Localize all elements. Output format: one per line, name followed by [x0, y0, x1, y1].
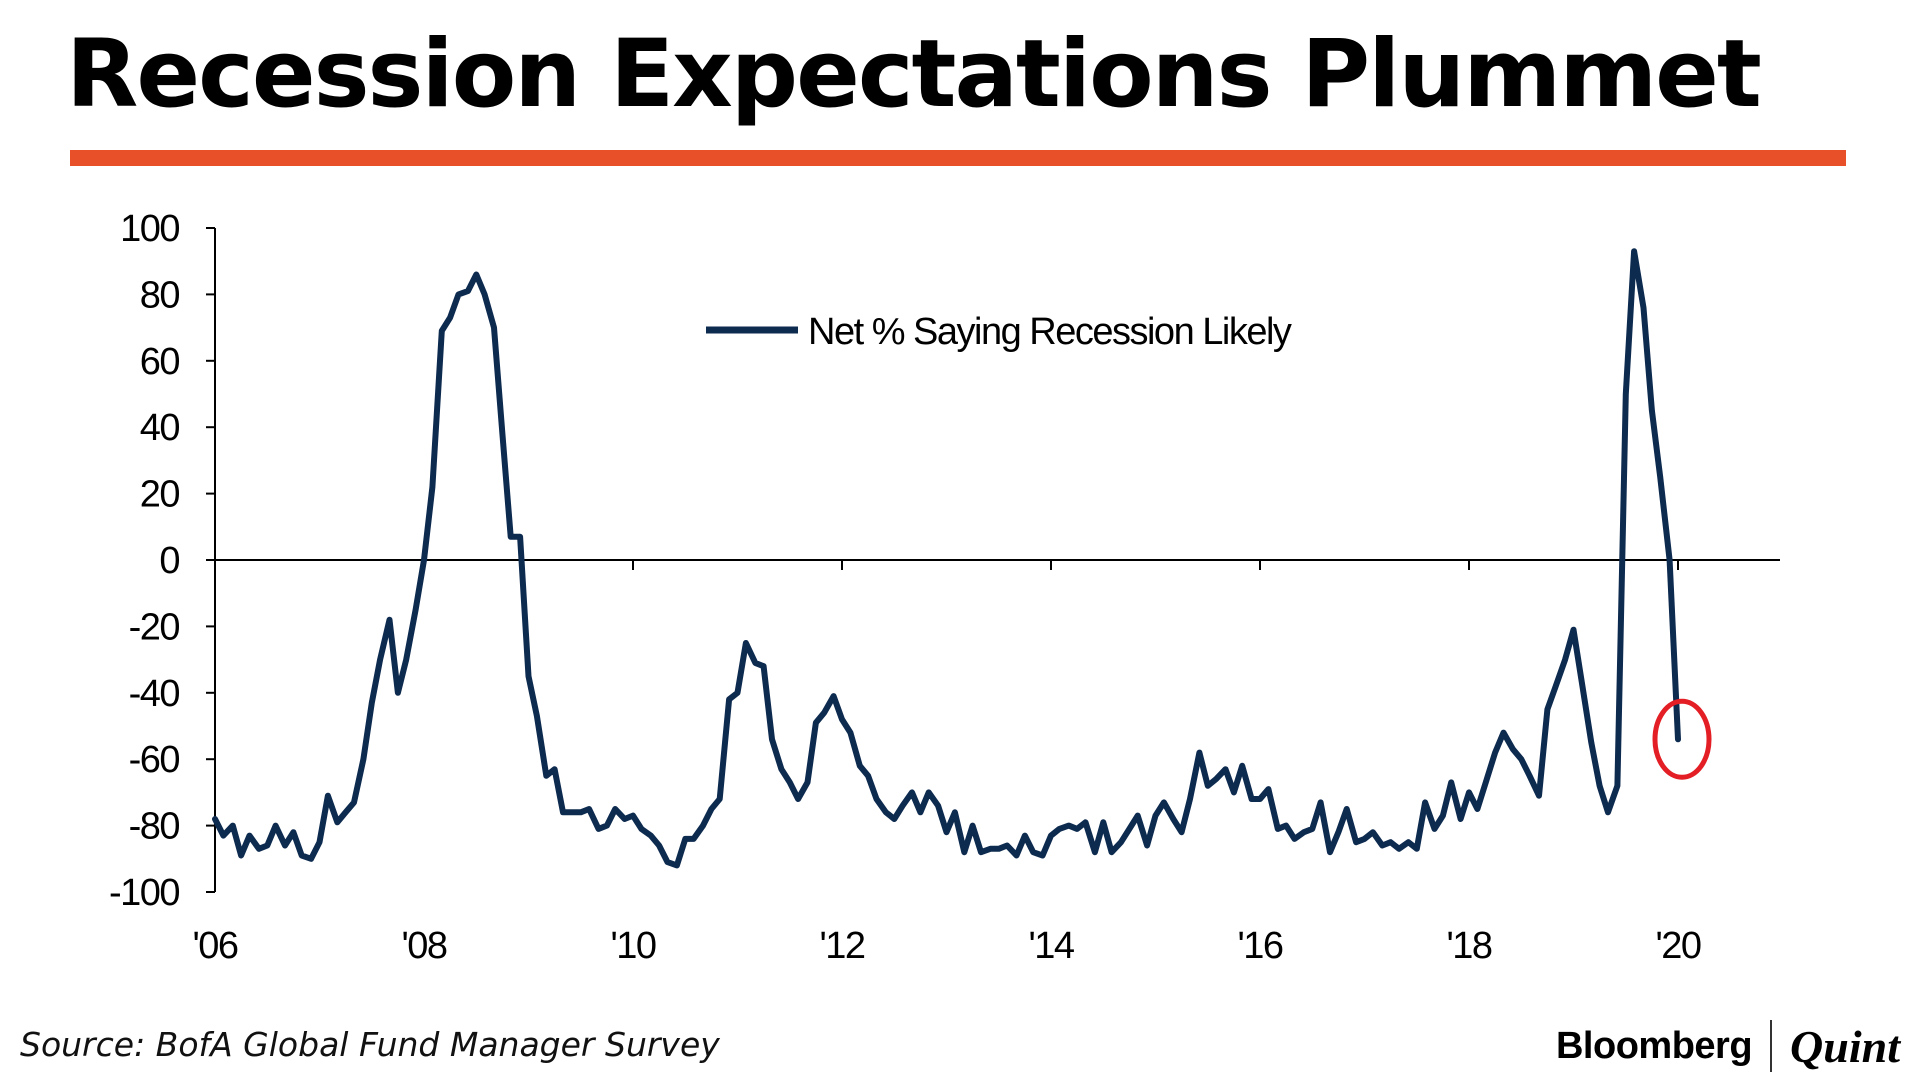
x-tick-label: '16: [1237, 925, 1282, 967]
series-line: [212, 248, 1681, 869]
line-chart: 100 80 60 40 20 0 -20 -40 -60 -80 -100 '06 '08 '10 '1…: [109, 208, 1780, 967]
y-tick-label: 60: [140, 341, 180, 383]
page-title: Recession Expectations Plummet: [66, 20, 1762, 129]
highlight-layer: [1652, 698, 1712, 780]
y-axis: 100 80 60 40 20 0 -20 -40 -60 -80 -100: [109, 208, 216, 914]
y-tick-label: 20: [140, 474, 180, 516]
series-layer: [212, 248, 1681, 869]
y-tick-label: 0: [159, 540, 179, 582]
chart-legend: Net % Saying Recession Likely: [706, 311, 1293, 353]
y-tick-label: -20: [129, 606, 180, 648]
y-tick-label: 100: [120, 208, 179, 250]
x-tick-label: '06: [192, 925, 237, 967]
y-tick-label: -80: [129, 806, 180, 848]
y-tick-label: -40: [129, 673, 180, 715]
x-tick-label: '10: [610, 925, 655, 967]
title-underline: [70, 150, 1846, 166]
brand-logo: Bloomberg Quint: [1556, 1018, 1900, 1074]
x-tick-label: '18: [1446, 925, 1491, 967]
y-tick-label: -100: [109, 872, 179, 914]
x-tick-label: '08: [401, 925, 446, 967]
brand-divider: [1770, 1020, 1773, 1072]
y-tick-label: 80: [140, 274, 180, 316]
highlight-circle: [1652, 698, 1712, 780]
legend-label: Net % Saying Recession Likely: [808, 311, 1292, 353]
x-axis: '06 '08 '10 '12 '14 '16 '18 '20: [192, 559, 1780, 967]
source-note: Source: BofA Global Fund Manager Survey: [20, 1025, 720, 1064]
brand-quint: Quint: [1790, 1020, 1900, 1072]
x-tick-label: '12: [819, 925, 864, 967]
y-tick-label: -60: [129, 739, 180, 781]
x-tick-label: '14: [1028, 925, 1074, 967]
brand-bloomberg: Bloomberg: [1555, 1024, 1753, 1067]
y-tick-label: 40: [140, 407, 180, 449]
x-tick-label: '20: [1655, 925, 1700, 967]
